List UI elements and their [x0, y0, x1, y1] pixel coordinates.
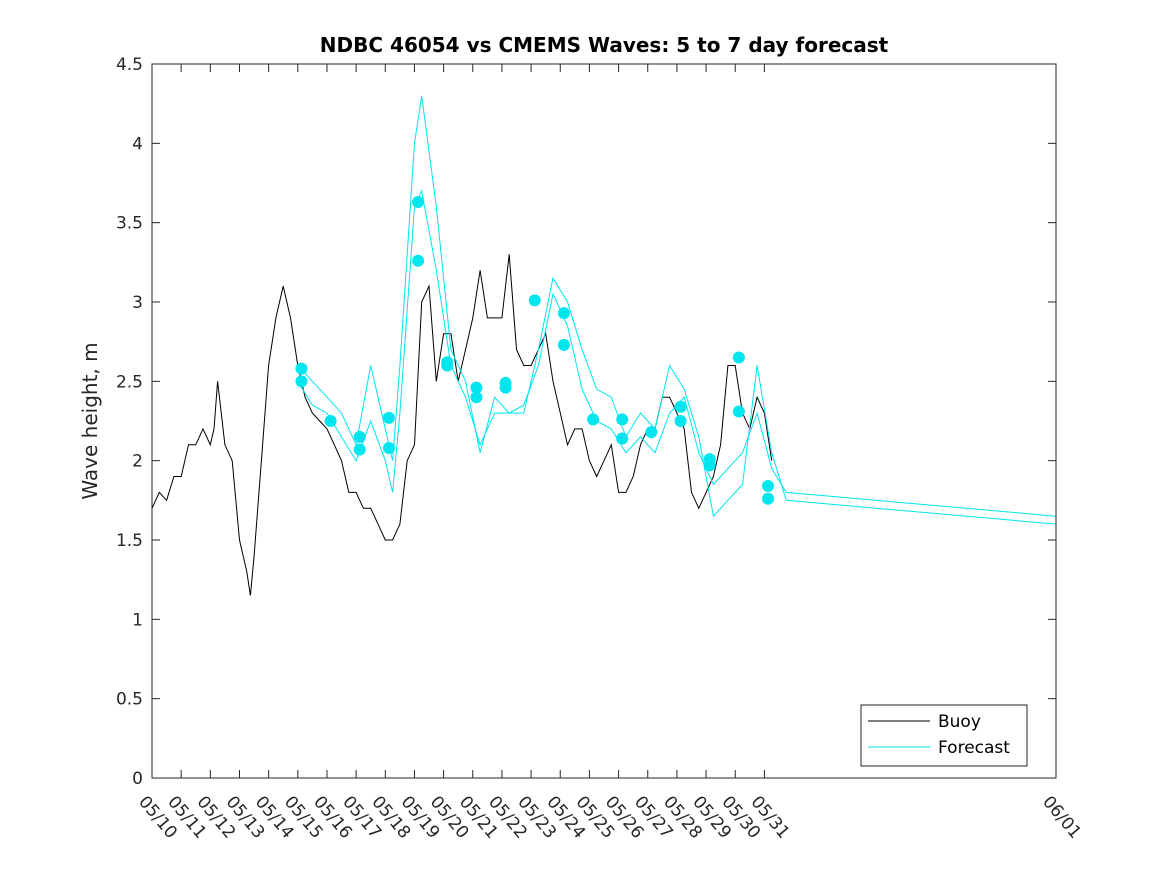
y-tick-label: 4.5 — [116, 55, 143, 75]
forecast-marker — [762, 480, 775, 493]
forecast-marker — [470, 381, 483, 394]
forecast-marker — [732, 351, 745, 364]
y-tick-label: 3.5 — [116, 214, 143, 234]
forecast-marker — [703, 459, 716, 472]
axes-box — [151, 63, 1057, 779]
y-tick-label: 2 — [132, 452, 143, 472]
legend: Buoy Forecast — [860, 704, 1028, 767]
forecast-marker — [295, 375, 308, 388]
forecast-marker — [587, 413, 600, 426]
plot-layer — [151, 95, 1057, 596]
forecast-marker — [441, 359, 454, 372]
forecast-marker — [353, 430, 366, 443]
forecast-marker — [732, 405, 745, 418]
y-tick-label: 4 — [132, 134, 143, 154]
y-axis-ticks: 0 0.5 1 1.5 2 2.5 3 3.5 4 4.5 — [116, 55, 1056, 789]
y-tick-label: 1 — [132, 610, 143, 630]
forecast-series-line — [297, 189, 1057, 517]
forecast-marker — [674, 415, 687, 427]
forecast-marker — [412, 254, 425, 267]
forecast-marker — [353, 443, 366, 456]
legend-box — [860, 704, 1028, 767]
forecast-marker — [557, 338, 570, 351]
chart-title: NDBC 46054 vs CMEMS Waves: 5 to 7 day fo… — [320, 33, 889, 57]
forecast-marker — [616, 432, 629, 445]
y-tick-label: 0.5 — [116, 690, 143, 710]
forecast-marker — [616, 413, 629, 426]
forecast-marker — [499, 381, 512, 394]
forecast-marker — [382, 441, 395, 454]
legend-buoy-label: Buoy — [938, 712, 981, 732]
forecast-marker — [645, 426, 658, 439]
forecast-marker — [762, 492, 775, 505]
y-tick-label: 3 — [132, 293, 143, 313]
forecast-marker — [528, 294, 541, 307]
legend-forecast-label: Forecast — [938, 738, 1010, 758]
y-axis-label: Wave height, m — [78, 342, 102, 499]
x-axis-ticks: 05/1005/1105/1205/1305/1405/1505/1605/17… — [134, 64, 1085, 843]
forecast-marker — [412, 196, 425, 209]
y-tick-label: 1.5 — [116, 531, 143, 551]
forecast-marker — [382, 411, 395, 424]
forecast-series-line — [297, 95, 1057, 525]
y-tick-label: 2.5 — [116, 372, 143, 392]
forecast-marker — [295, 362, 308, 375]
forecast-marker — [324, 415, 337, 427]
y-tick-label: 0 — [132, 769, 143, 789]
forecast-marker — [674, 400, 687, 413]
forecast-marker — [470, 391, 483, 404]
forecast-marker — [557, 307, 570, 320]
